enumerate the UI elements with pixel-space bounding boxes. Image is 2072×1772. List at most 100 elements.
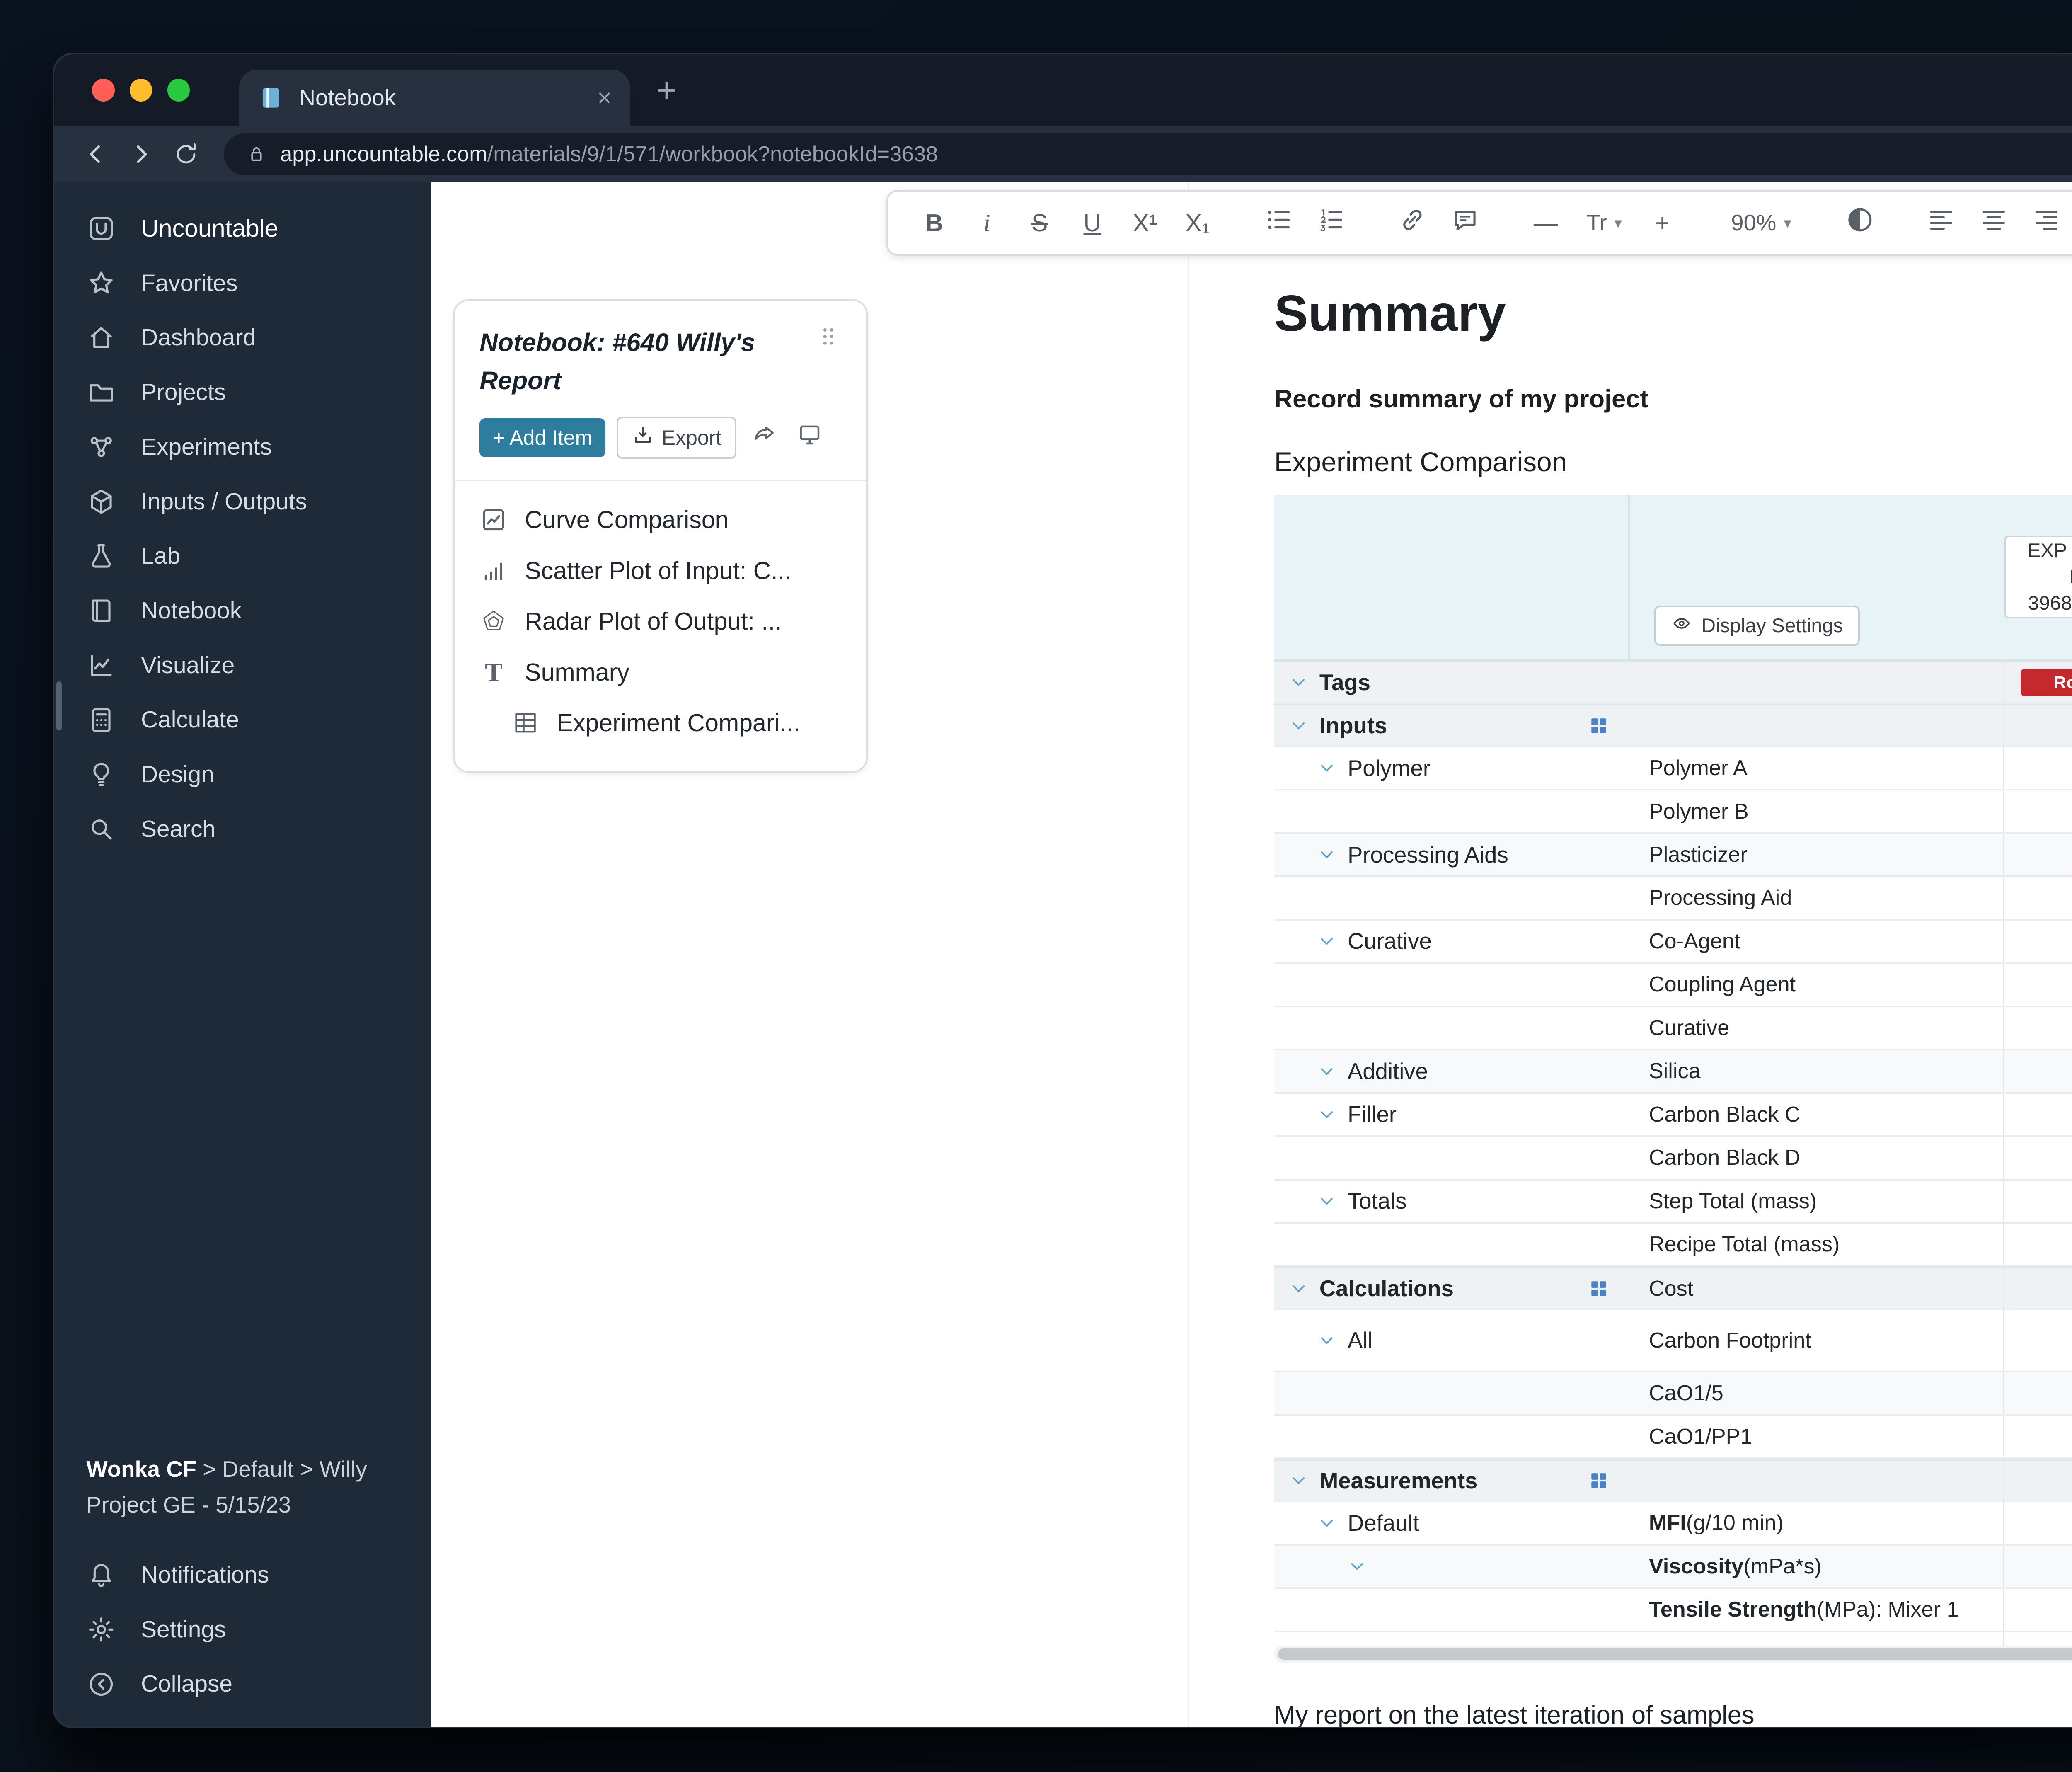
chevron-down-icon[interactable]: [1317, 1192, 1336, 1210]
sidebar-item-design[interactable]: Design: [54, 747, 431, 802]
value-cell[interactable]: 4: [2002, 964, 2072, 1006]
notebook-item[interactable]: Scatter Plot of Input: C...: [479, 545, 841, 596]
chevron-down-icon[interactable]: [1289, 673, 1308, 691]
browser-tab[interactable]: Notebook ×: [239, 69, 631, 126]
align-center-button[interactable]: [1972, 200, 2015, 245]
minimize-window-button[interactable]: [129, 79, 152, 102]
row-group-label[interactable]: Totals: [1274, 1181, 1630, 1222]
value-cell[interactable]: 0: [2002, 1093, 2072, 1136]
sidebar-item-calculate[interactable]: Calculate: [54, 693, 431, 747]
subscript-button[interactable]: X₁: [1185, 209, 1210, 237]
insert-link-button[interactable]: [1391, 200, 1434, 245]
value-cell[interactable]: 9.3: [2002, 1502, 2072, 1544]
grid-icon[interactable]: [1588, 715, 1609, 736]
chevron-down-icon[interactable]: [1317, 932, 1336, 950]
display-settings-button[interactable]: Display Settings: [1654, 605, 1860, 646]
chevron-down-icon[interactable]: [1317, 1062, 1336, 1081]
row-group-label[interactable]: Curative: [1274, 921, 1630, 962]
row-subgroup-toggle[interactable]: [1274, 1546, 1630, 1587]
notebook-item[interactable]: T Summary: [479, 647, 841, 698]
sidebar-item-experiments[interactable]: Experiments: [54, 419, 431, 474]
forward-button[interactable]: [119, 131, 164, 177]
value-cell[interactable]: 480: [2002, 1545, 2072, 1588]
chevron-down-icon[interactable]: [1317, 845, 1336, 864]
underline-button[interactable]: U: [1083, 209, 1101, 237]
fullscreen-window-button[interactable]: [167, 79, 190, 102]
row-group-label[interactable]: Polymer: [1274, 747, 1630, 789]
value-cell[interactable]: 2: [2002, 1007, 2072, 1049]
notebook-item[interactable]: Experiment Compari...: [479, 698, 841, 749]
comment-button[interactable]: [1443, 200, 1486, 245]
value-cell[interactable]: 31: [2002, 790, 2072, 832]
tab-close-icon[interactable]: ×: [597, 84, 612, 112]
scrollbar-thumb[interactable]: [1278, 1648, 2072, 1660]
experiment-selector[interactable]: EXP - 53395 - Exp. 3968 - Copy ▾: [2004, 536, 2072, 618]
sidebar-brand[interactable]: Uncountable: [54, 201, 431, 256]
row-category-label[interactable]: Inputs: [1274, 705, 1630, 745]
row-group-label[interactable]: Filler: [1274, 1094, 1630, 1135]
chevron-down-icon[interactable]: [1317, 1105, 1336, 1124]
sidebar-scrollbar[interactable]: [56, 681, 62, 730]
reload-button[interactable]: [164, 131, 209, 177]
value-cell[interactable]: 1.3 kg CO2/kg: [2002, 1310, 2072, 1371]
value-cell[interactable]: [2002, 1460, 2072, 1501]
value-cell[interactable]: 7: [2002, 747, 2072, 789]
row-group-label[interactable]: Additive: [1274, 1050, 1630, 1092]
export-button[interactable]: Export: [617, 417, 736, 459]
value-cell[interactable]: [2002, 705, 2072, 746]
chevron-down-icon[interactable]: [1289, 1279, 1308, 1298]
new-tab-button[interactable]: +: [656, 71, 677, 109]
zoom-select[interactable]: 90% ▾: [1722, 200, 1801, 245]
bullet-list-button[interactable]: [1257, 200, 1300, 245]
grid-icon[interactable]: [1588, 1278, 1609, 1299]
strikethrough-button[interactable]: S: [1031, 209, 1048, 237]
sidebar-item-projects[interactable]: Projects: [54, 365, 431, 420]
sidebar-item-visualize[interactable]: Visualize: [54, 638, 431, 693]
insert-button[interactable]: +: [1655, 209, 1670, 237]
sidebar-item-search[interactable]: Search: [54, 802, 431, 857]
sidebar-item-inputs-outputs[interactable]: Inputs / Outputs: [54, 474, 431, 529]
bold-button[interactable]: B: [925, 209, 943, 237]
align-right-button[interactable]: [2025, 200, 2068, 245]
table-horizontal-scrollbar[interactable]: [1274, 1645, 2072, 1663]
chevron-down-icon[interactable]: [1317, 759, 1336, 777]
notebook-item[interactable]: Curve Comparison: [479, 495, 841, 545]
row-category-label[interactable]: Measurements: [1274, 1461, 1630, 1501]
value-cell[interactable]: 3: [2002, 877, 2072, 919]
value-cell[interactable]: [2002, 1372, 2072, 1414]
value-cell[interactable]: 100: [2002, 1223, 2072, 1265]
close-window-button[interactable]: [92, 79, 115, 102]
sidebar-item-favorites[interactable]: Favorites: [54, 256, 431, 310]
numbered-list-button[interactable]: [1310, 200, 1353, 245]
present-button[interactable]: [793, 418, 827, 458]
row-category-label[interactable]: Tags: [1274, 662, 1630, 702]
value-cell[interactable]: 24: [2002, 1050, 2072, 1092]
sidebar-item-dashboard[interactable]: Dashboard: [54, 310, 431, 365]
value-cell[interactable]: 17: [2002, 1137, 2072, 1179]
text-style[interactable]: Tr ▾: [1577, 200, 1631, 245]
sidebar-item-settings[interactable]: Settings: [54, 1602, 431, 1657]
back-button[interactable]: [73, 131, 119, 177]
sidebar-item-collapse[interactable]: Collapse: [54, 1657, 431, 1711]
share-item-button[interactable]: [748, 418, 782, 458]
add-item-button[interactable]: + Add Item: [479, 418, 606, 458]
chevron-down-icon[interactable]: [1317, 1331, 1336, 1350]
drag-handle-icon[interactable]: [815, 323, 842, 350]
chevron-down-icon[interactable]: [1289, 716, 1308, 735]
value-cell[interactable]: 100: [2002, 1180, 2072, 1222]
theme-button[interactable]: [1838, 200, 1881, 245]
superscript-button[interactable]: X¹: [1133, 209, 1157, 237]
row-group-label[interactable]: Processing Aids: [1274, 834, 1630, 875]
sidebar-item-notebook[interactable]: Notebook: [54, 584, 431, 638]
row-group-label[interactable]: All: [1274, 1310, 1630, 1371]
value-cell[interactable]: 9.8: [2002, 1589, 2072, 1631]
sidebar-item-notifications[interactable]: Notifications: [54, 1548, 431, 1602]
italic-button[interactable]: i: [983, 209, 990, 237]
chevron-down-icon[interactable]: [1317, 1514, 1336, 1532]
row-group-label[interactable]: Default: [1274, 1502, 1630, 1544]
value-cell[interactable]: [2002, 1416, 2072, 1457]
tag-badge[interactable]: Round A: [2020, 669, 2072, 696]
sidebar-item-lab[interactable]: Lab: [54, 529, 431, 584]
horizontal-rule-button[interactable]: —: [1533, 209, 1558, 237]
chevron-down-icon[interactable]: [1348, 1557, 1366, 1576]
